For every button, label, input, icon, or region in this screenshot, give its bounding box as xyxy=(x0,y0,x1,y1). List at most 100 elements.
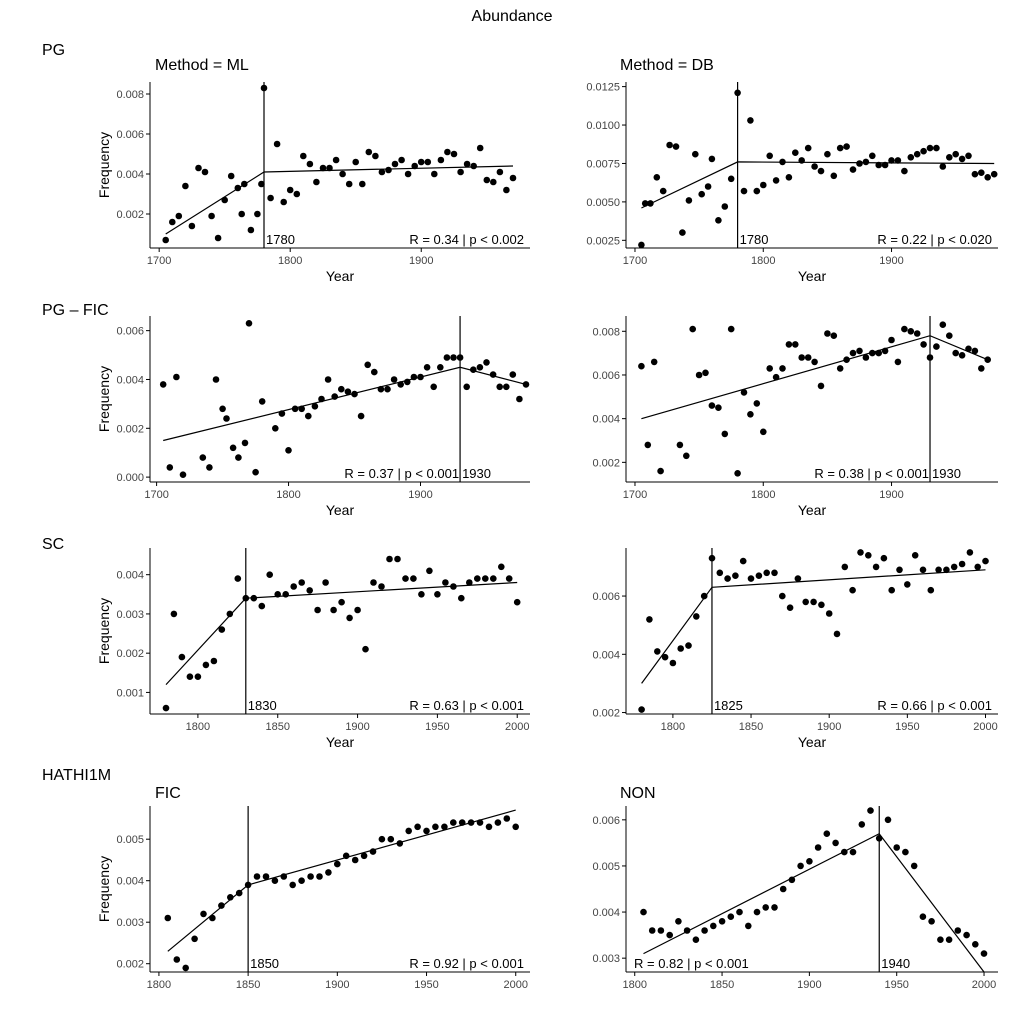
data-point xyxy=(298,579,306,586)
data-point xyxy=(423,364,431,371)
data-point xyxy=(811,358,818,366)
data-point xyxy=(679,229,686,236)
data-point xyxy=(173,956,181,963)
data-point xyxy=(946,154,953,161)
x-tick-label: 1900 xyxy=(879,255,903,267)
x-tick-label: 1900 xyxy=(409,255,433,267)
data-point xyxy=(387,835,395,843)
data-point xyxy=(414,823,421,831)
data-point xyxy=(659,187,667,195)
x-tick-label: 1800 xyxy=(147,979,171,991)
data-point xyxy=(229,444,237,452)
data-point xyxy=(669,659,677,667)
data-point xyxy=(734,470,741,477)
data-point xyxy=(253,873,261,880)
data-point xyxy=(247,226,255,234)
data-point xyxy=(654,648,661,655)
data-point xyxy=(169,218,176,226)
y-tick-label: 0.002 xyxy=(116,423,144,435)
data-point xyxy=(271,877,279,884)
y-tick-label: 0.0100 xyxy=(586,120,620,132)
data-point xyxy=(867,807,874,814)
data-point xyxy=(503,815,511,822)
data-point xyxy=(798,157,805,164)
data-point xyxy=(849,166,857,173)
data-point xyxy=(766,152,773,160)
data-point xyxy=(974,563,981,571)
data-point xyxy=(806,858,813,865)
data-point xyxy=(306,160,314,168)
data-point xyxy=(715,217,722,224)
data-point xyxy=(290,583,298,590)
panel-6: 1800 1850 1900 1950 2000 0.002 0.004 0.006 Year 1… xyxy=(592,548,998,750)
data-point xyxy=(334,860,341,868)
data-point xyxy=(463,160,471,168)
fit-line xyxy=(167,809,516,952)
data-point xyxy=(716,569,724,577)
data-point xyxy=(182,182,189,190)
data-point xyxy=(875,349,882,357)
data-point xyxy=(830,172,838,180)
fit-line xyxy=(643,832,985,973)
stat-label: R = 0.63 | p < 0.001 xyxy=(409,698,524,713)
breakpoint-label: 1830 xyxy=(248,698,277,713)
data-point xyxy=(417,158,425,166)
data-point xyxy=(298,877,305,884)
x-tick-label: 1950 xyxy=(414,979,438,991)
data-point xyxy=(966,549,974,556)
data-point xyxy=(332,156,340,164)
data-point xyxy=(354,606,361,614)
data-point xyxy=(326,164,333,172)
data-point xyxy=(958,560,966,568)
y-tick-label: 0.006 xyxy=(116,129,144,141)
y-tick-label: 0.000 xyxy=(116,472,144,484)
data-point xyxy=(209,914,216,922)
data-point xyxy=(721,430,729,438)
x-tick-label: 1850 xyxy=(739,721,763,733)
y-tick-label: 0.002 xyxy=(116,209,144,221)
data-point xyxy=(316,873,323,880)
data-point xyxy=(496,168,504,176)
data-point xyxy=(910,862,918,870)
data-point xyxy=(300,152,307,160)
data-point xyxy=(280,873,288,880)
data-point xyxy=(210,657,218,665)
y-tick-label: 0.002 xyxy=(592,708,620,720)
data-point xyxy=(902,848,909,856)
data-point xyxy=(221,196,228,204)
data-point xyxy=(937,936,944,943)
data-point xyxy=(683,927,691,934)
data-point xyxy=(338,598,345,606)
data-point xyxy=(857,549,864,556)
data-point xyxy=(739,557,747,565)
data-point xyxy=(666,931,673,939)
data-point xyxy=(442,579,449,586)
data-point xyxy=(708,155,716,163)
data-point xyxy=(509,371,517,378)
data-point xyxy=(836,144,844,152)
data-point xyxy=(426,567,433,575)
data-point xyxy=(313,178,320,186)
data-point xyxy=(958,155,966,163)
y-tick-label: 0.004 xyxy=(116,570,144,582)
y-tick-label: 0.002 xyxy=(116,959,144,971)
data-point xyxy=(901,167,908,175)
data-point xyxy=(772,177,780,184)
data-point xyxy=(258,398,266,405)
data-point xyxy=(945,936,953,943)
data-point xyxy=(291,405,299,413)
data-point xyxy=(227,894,234,901)
data-point xyxy=(804,144,812,152)
data-point xyxy=(314,606,321,614)
data-point xyxy=(365,148,373,156)
data-point xyxy=(950,563,958,571)
data-point xyxy=(173,373,180,381)
data-point xyxy=(692,150,699,158)
data-point xyxy=(450,354,457,361)
data-point xyxy=(708,554,716,562)
data-point xyxy=(740,187,748,195)
data-point xyxy=(698,190,705,198)
data-point xyxy=(509,174,517,182)
data-point xyxy=(841,848,848,856)
data-point xyxy=(858,821,866,828)
